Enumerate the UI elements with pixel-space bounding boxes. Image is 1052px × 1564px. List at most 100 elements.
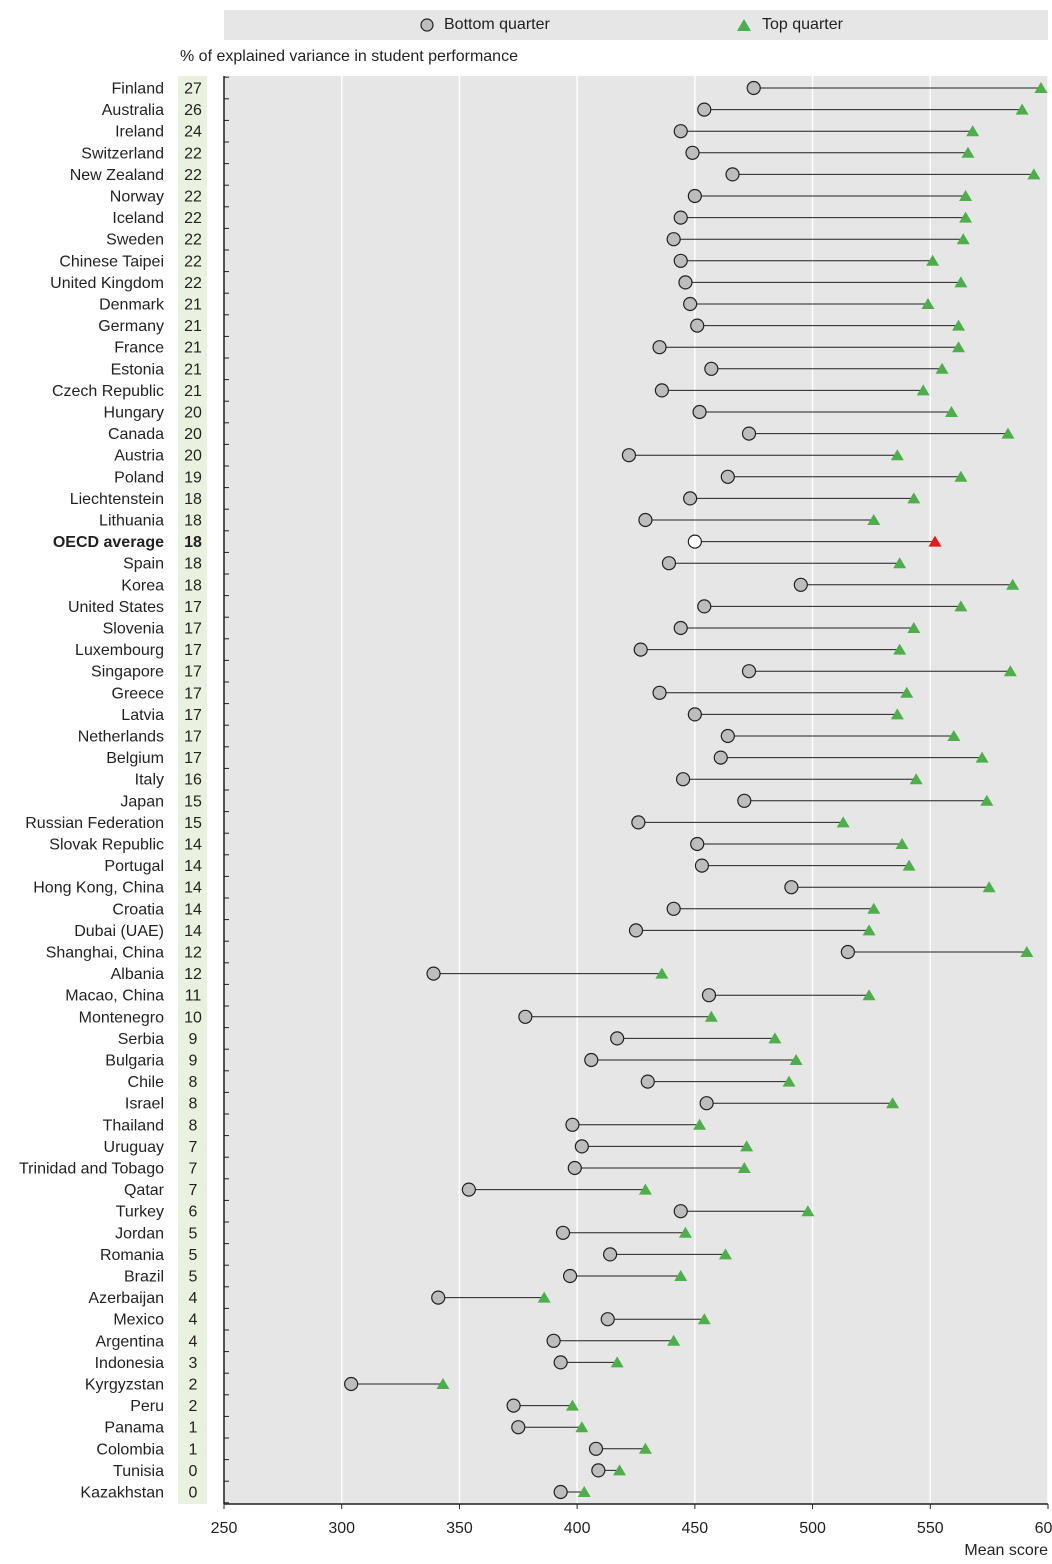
top-quarter-marker bbox=[836, 816, 850, 828]
country-label: France bbox=[114, 340, 164, 357]
top-quarter-marker bbox=[954, 276, 968, 288]
country-label: Thailand bbox=[103, 1117, 164, 1134]
top-quarter-marker bbox=[655, 967, 669, 979]
country-label: Latvia bbox=[121, 707, 164, 724]
country-label: Slovak Republic bbox=[49, 837, 164, 854]
country-label: Switzerland bbox=[81, 145, 164, 162]
top-quarter-marker bbox=[1034, 82, 1048, 93]
top-quarter-marker bbox=[895, 838, 909, 849]
country-label: Azerbaijan bbox=[88, 1290, 164, 1307]
legend: Bottom quarter Top quarter bbox=[224, 10, 1048, 40]
bottom-quarter-marker bbox=[673, 124, 688, 139]
bottom-quarter-marker bbox=[840, 944, 855, 960]
country-label: Greece bbox=[112, 685, 165, 702]
bottom-quarter-marker bbox=[567, 1160, 582, 1176]
bottom-quarter-marker bbox=[697, 599, 712, 614]
country-label: Korea bbox=[121, 577, 164, 594]
pct-value: 21 bbox=[184, 383, 202, 400]
pct-value: 21 bbox=[184, 318, 202, 335]
legend-label-bottom: Bottom quarter bbox=[444, 16, 550, 33]
bottom-quarter-marker bbox=[666, 901, 681, 916]
top-quarter-marker bbox=[704, 1010, 718, 1022]
pct-value: 5 bbox=[189, 1269, 198, 1286]
bottom-quarter-marker bbox=[621, 448, 637, 463]
country-label: Indonesia bbox=[95, 1355, 164, 1372]
pct-value: 22 bbox=[184, 145, 202, 162]
country-label: Australia bbox=[102, 102, 164, 119]
pct-value: 18 bbox=[184, 491, 202, 508]
bottom-quarter-marker bbox=[741, 426, 757, 441]
top-quarter-marker bbox=[1027, 168, 1041, 180]
top-quarter-marker bbox=[961, 146, 975, 158]
bottom-quarter-marker bbox=[431, 1290, 446, 1305]
top-quarter-marker bbox=[926, 254, 940, 266]
bottom-quarter-marker bbox=[588, 1441, 604, 1456]
country-label: Hong Kong, China bbox=[33, 880, 164, 897]
bottom-quarter-marker bbox=[720, 728, 735, 744]
bottom-quarter-marker bbox=[683, 491, 698, 506]
country-label: Brazil bbox=[124, 1269, 164, 1286]
pct-value: 17 bbox=[184, 707, 202, 724]
bottom-quarter-marker bbox=[511, 1420, 526, 1435]
bottom-quarter-marker bbox=[652, 340, 667, 355]
pct-value: 14 bbox=[184, 858, 202, 875]
top-quarter-marker bbox=[944, 406, 958, 417]
bottom-quarter-marker bbox=[793, 577, 808, 592]
top-quarter-marker bbox=[980, 794, 994, 806]
bottom-quarter-marker bbox=[640, 1074, 655, 1089]
country-label: Montenegro bbox=[79, 1009, 164, 1026]
top-quarter-marker bbox=[935, 362, 949, 374]
top-quarter-marker bbox=[867, 514, 881, 525]
bottom-quarter-marker bbox=[628, 923, 644, 938]
country-label: Argentina bbox=[96, 1333, 165, 1350]
pct-value: 17 bbox=[184, 621, 202, 638]
x-tick-label: 350 bbox=[446, 1520, 473, 1537]
top-quarter-marker bbox=[893, 643, 907, 655]
bottom-quarter-marker bbox=[784, 880, 799, 895]
bottom-quarter-marker bbox=[697, 102, 712, 117]
bottom-quarter-marker bbox=[701, 988, 717, 1003]
pct-value: 14 bbox=[184, 901, 202, 918]
bottom-quarter-marker bbox=[426, 966, 441, 981]
country-label: Uruguay bbox=[104, 1139, 164, 1156]
pct-value: 20 bbox=[184, 426, 202, 443]
pct-value: 5 bbox=[189, 1247, 198, 1264]
x-axis-title: Mean score bbox=[964, 1542, 1048, 1559]
top-quarter-marker bbox=[537, 1291, 551, 1303]
bottom-quarter-marker bbox=[704, 361, 719, 376]
pct-value: 1 bbox=[189, 1441, 198, 1458]
top-quarter-marker bbox=[697, 1313, 711, 1325]
country-label: Kazakhstan bbox=[80, 1485, 164, 1502]
bottom-quarter-marker bbox=[631, 815, 646, 830]
bottom-quarter-marker bbox=[673, 620, 688, 636]
bottom-quarter-marker bbox=[725, 167, 740, 182]
bottom-quarter-marker bbox=[694, 858, 710, 873]
top-quarter-marker bbox=[907, 622, 921, 633]
top-quarter-marker bbox=[900, 686, 914, 698]
country-label: Singapore bbox=[91, 664, 164, 681]
country-label: Canada bbox=[108, 426, 164, 443]
top-quarter-marker bbox=[678, 1226, 692, 1238]
top-quarter-marker bbox=[1020, 946, 1034, 957]
country-label: Denmark bbox=[99, 297, 165, 314]
bottom-quarter-marker bbox=[746, 80, 761, 96]
pct-value: 22 bbox=[184, 275, 202, 292]
pct-value: 18 bbox=[184, 513, 202, 530]
top-quarter-marker bbox=[959, 211, 973, 223]
top-quarter-marker bbox=[893, 557, 907, 569]
country-label: Italy bbox=[135, 772, 164, 789]
country-label: Finland bbox=[112, 81, 164, 98]
pct-value: 8 bbox=[189, 1117, 198, 1134]
top-quarter-marker bbox=[789, 1054, 803, 1065]
top-quarter-marker bbox=[886, 1097, 900, 1109]
country-label: Qatar bbox=[124, 1182, 165, 1199]
country-label: Luxembourg bbox=[75, 642, 164, 659]
bottom-quarter-marker bbox=[553, 1484, 568, 1500]
bottom-quarter-marker bbox=[666, 232, 681, 247]
bottom-quarter-marker bbox=[673, 253, 688, 268]
country-label: Russian Federation bbox=[25, 815, 164, 832]
country-label: Hungary bbox=[104, 405, 164, 422]
top-quarter-marker bbox=[718, 1248, 732, 1260]
bottom-quarter-marker bbox=[555, 1225, 571, 1240]
triangle-marker-icon bbox=[737, 19, 751, 31]
